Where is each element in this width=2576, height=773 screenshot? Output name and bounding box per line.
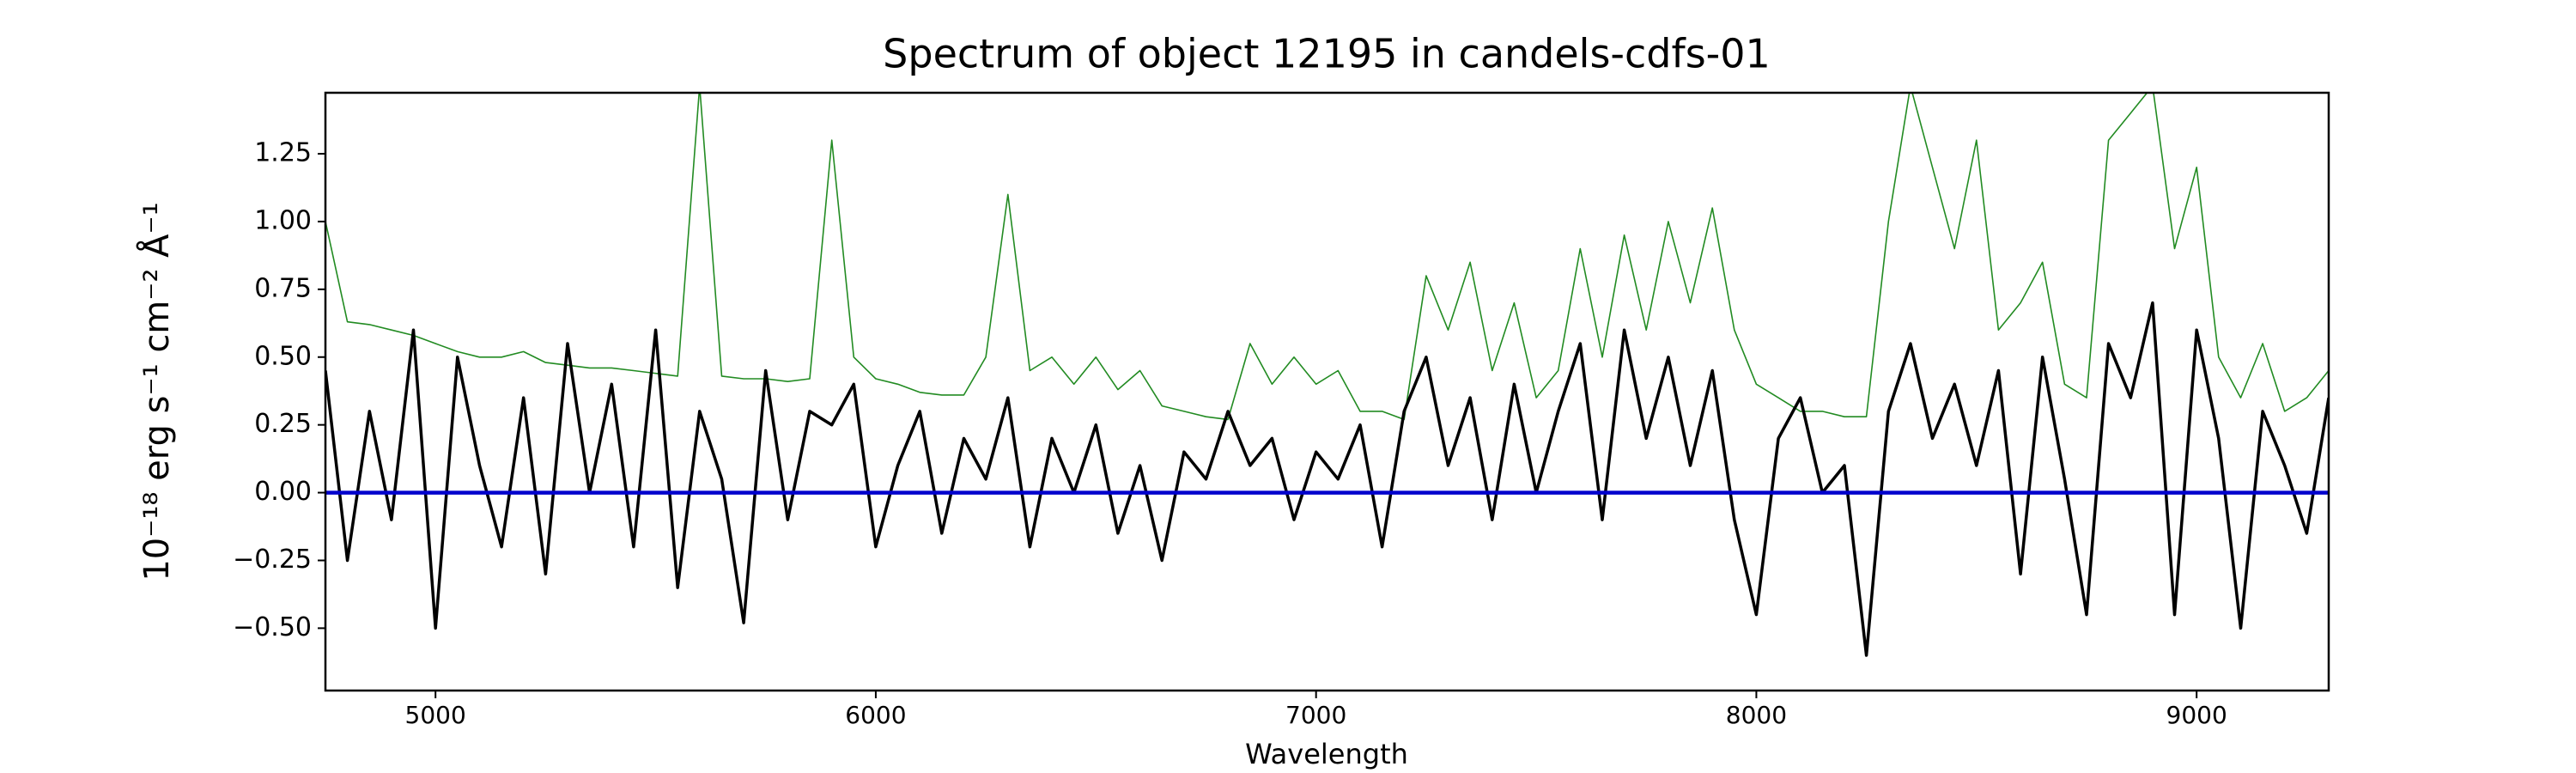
y-tick-label: 1.25 <box>254 138 312 168</box>
chart-title: Spectrum of object 12195 in candels-cdfs… <box>883 31 1771 77</box>
spectrum-line <box>325 301 2329 657</box>
y-axis-label: 10⁻¹⁸ erg s⁻¹ cm⁻² Å⁻¹ <box>136 202 177 581</box>
x-tick-label: 9000 <box>2166 701 2227 729</box>
spectrum-line <box>325 93 2329 421</box>
plot-frame <box>324 91 2330 692</box>
x-tick-label: 6000 <box>845 701 906 729</box>
y-tick-label: 0.50 <box>254 341 312 371</box>
x-tick-label: 8000 <box>1726 701 1787 729</box>
y-tick-label: 1.00 <box>254 205 312 235</box>
x-axis-label: Wavelength <box>1245 738 1408 770</box>
y-tick-label: 0.75 <box>254 273 312 303</box>
plot-lines <box>325 93 2329 657</box>
y-tick-label: −0.50 <box>233 612 312 642</box>
y-tick-label: 0.25 <box>254 409 312 439</box>
y-tick-label: −0.25 <box>233 545 312 575</box>
x-tick-label: 5000 <box>405 701 466 729</box>
y-tick-label: 0.00 <box>254 477 312 507</box>
x-tick-label: 7000 <box>1285 701 1346 729</box>
